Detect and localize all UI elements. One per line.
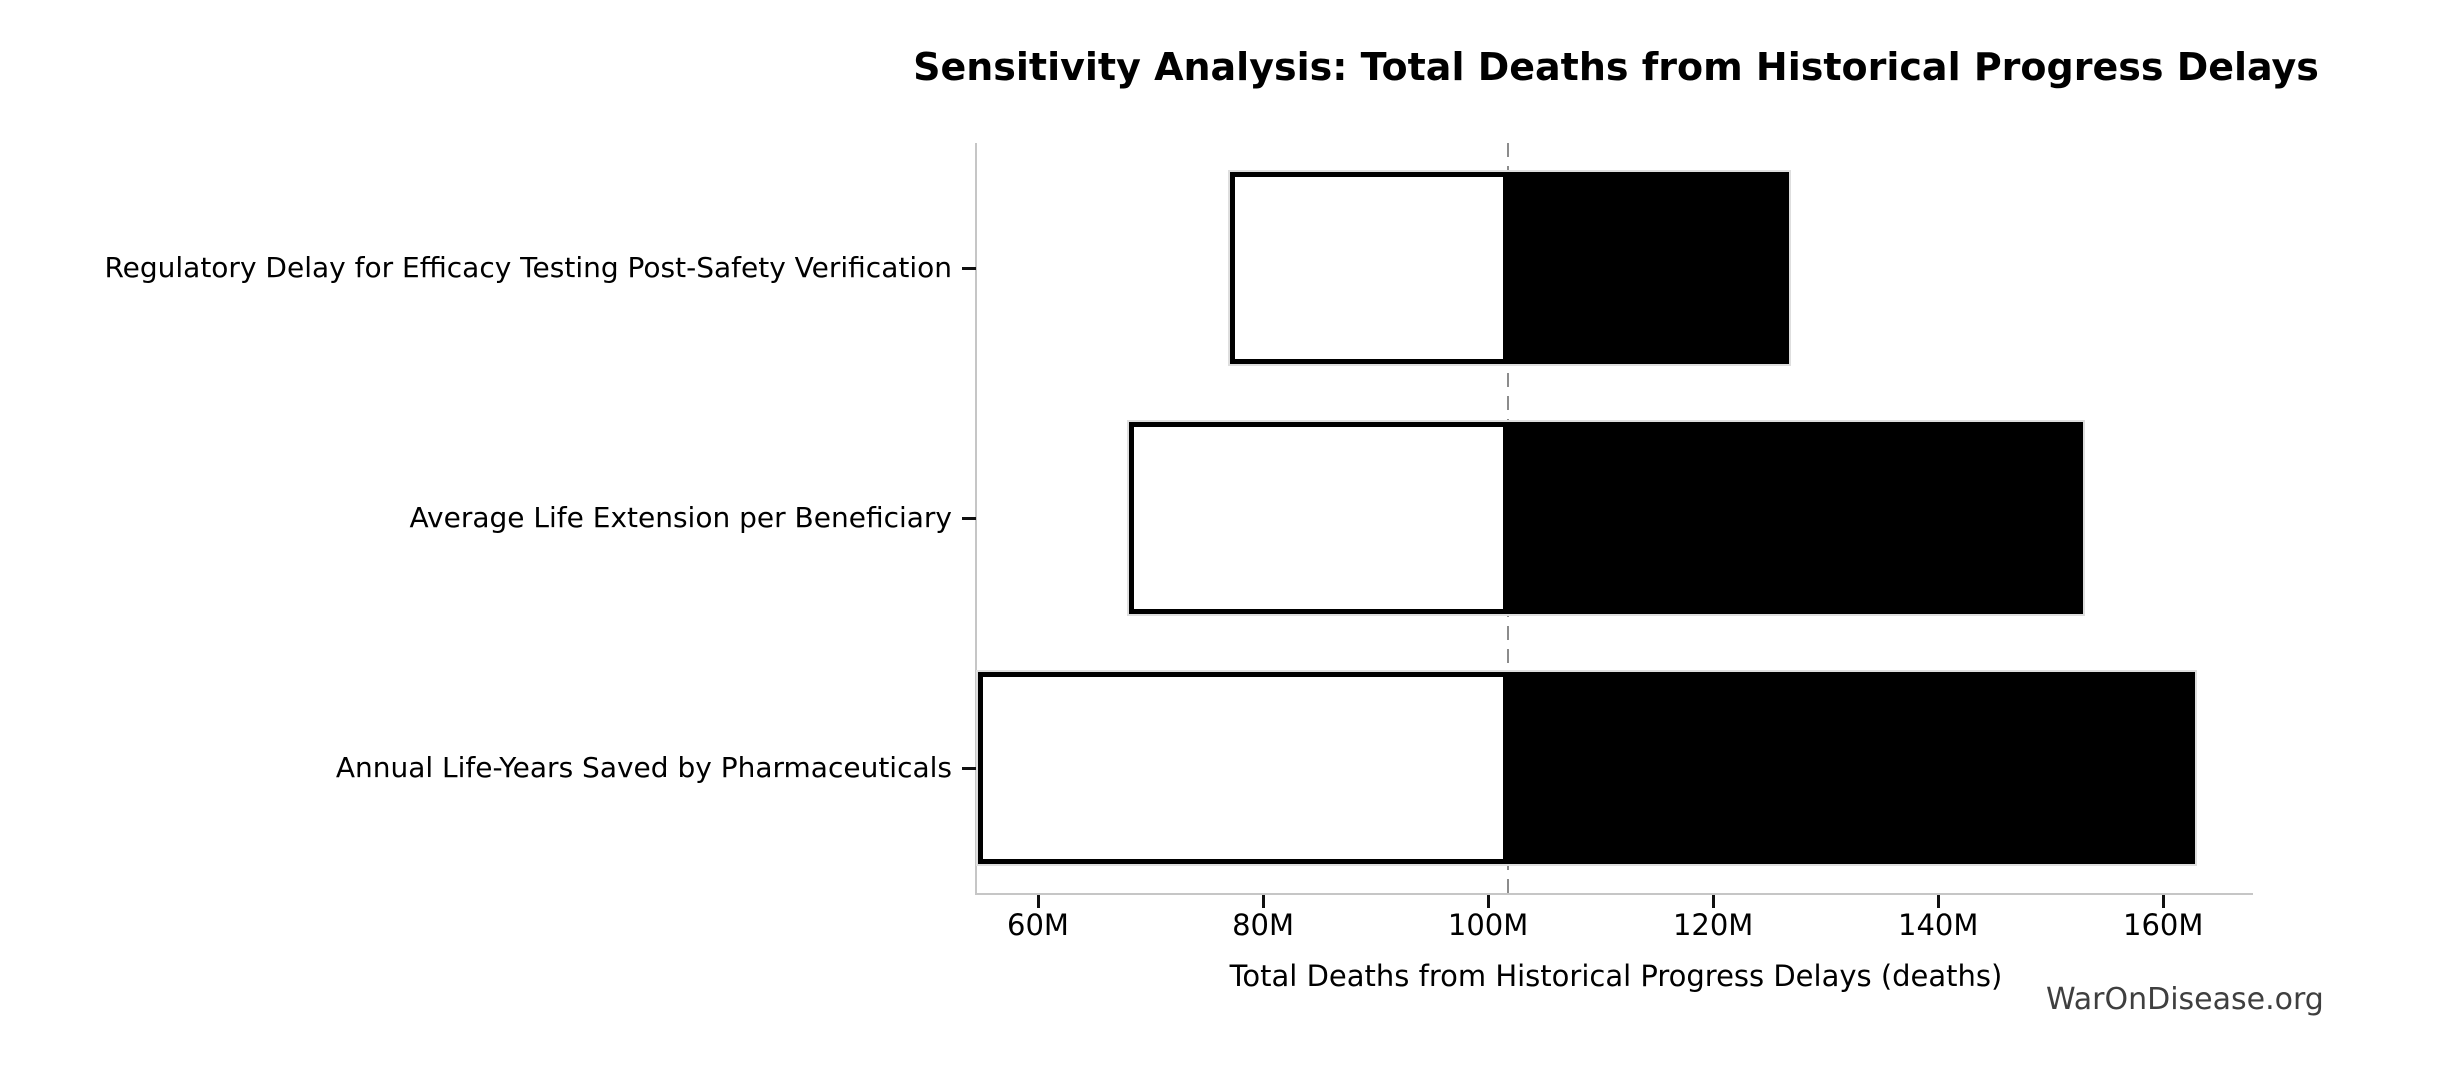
y-axis-category-label: Annual Life-Years Saved by Pharmaceutica… xyxy=(335,751,952,784)
x-axis-label: Total Deaths from Historical Progress De… xyxy=(1229,959,2003,993)
bar-row xyxy=(1126,420,2086,616)
x-tick-label: 60M xyxy=(1007,908,1069,942)
x-tick-label: 140M xyxy=(1898,908,1979,942)
x-tick-mark xyxy=(1036,895,1040,908)
x-tick-label: 100M xyxy=(1447,908,1529,942)
y-tick-mark xyxy=(962,517,976,520)
bar-low-segment xyxy=(978,672,1509,864)
watermark-text: WarOnDisease.org xyxy=(2046,982,2324,1017)
x-tick-mark xyxy=(1936,895,1940,908)
bar-row xyxy=(976,670,2197,866)
y-tick-mark xyxy=(962,767,976,770)
x-tick-mark xyxy=(1261,895,1265,908)
x-tick-mark xyxy=(2161,895,2165,908)
x-tick-label: 160M xyxy=(2123,908,2204,942)
x-tick-label: 80M xyxy=(1232,908,1295,942)
x-tick-mark xyxy=(1486,895,1490,908)
y-axis-category-label: Regulatory Delay for Efficacy Testing Po… xyxy=(104,251,952,284)
bar-high-segment xyxy=(1508,172,1790,364)
x-tick-label: 120M xyxy=(1672,908,1754,942)
bar-high-segment xyxy=(1508,422,2084,614)
chart-title: Sensitivity Analysis: Total Deaths from … xyxy=(913,45,2319,89)
bar-row xyxy=(1228,170,1792,366)
y-tick-mark xyxy=(962,267,976,270)
bar-low-segment xyxy=(1230,172,1509,364)
plot-area xyxy=(975,143,2253,895)
y-axis-category-label: Average Life Extension per Beneficiary xyxy=(409,501,952,534)
x-tick-mark xyxy=(1711,895,1715,908)
bar-low-segment xyxy=(1128,422,1509,614)
bar-high-segment xyxy=(1508,672,2195,864)
